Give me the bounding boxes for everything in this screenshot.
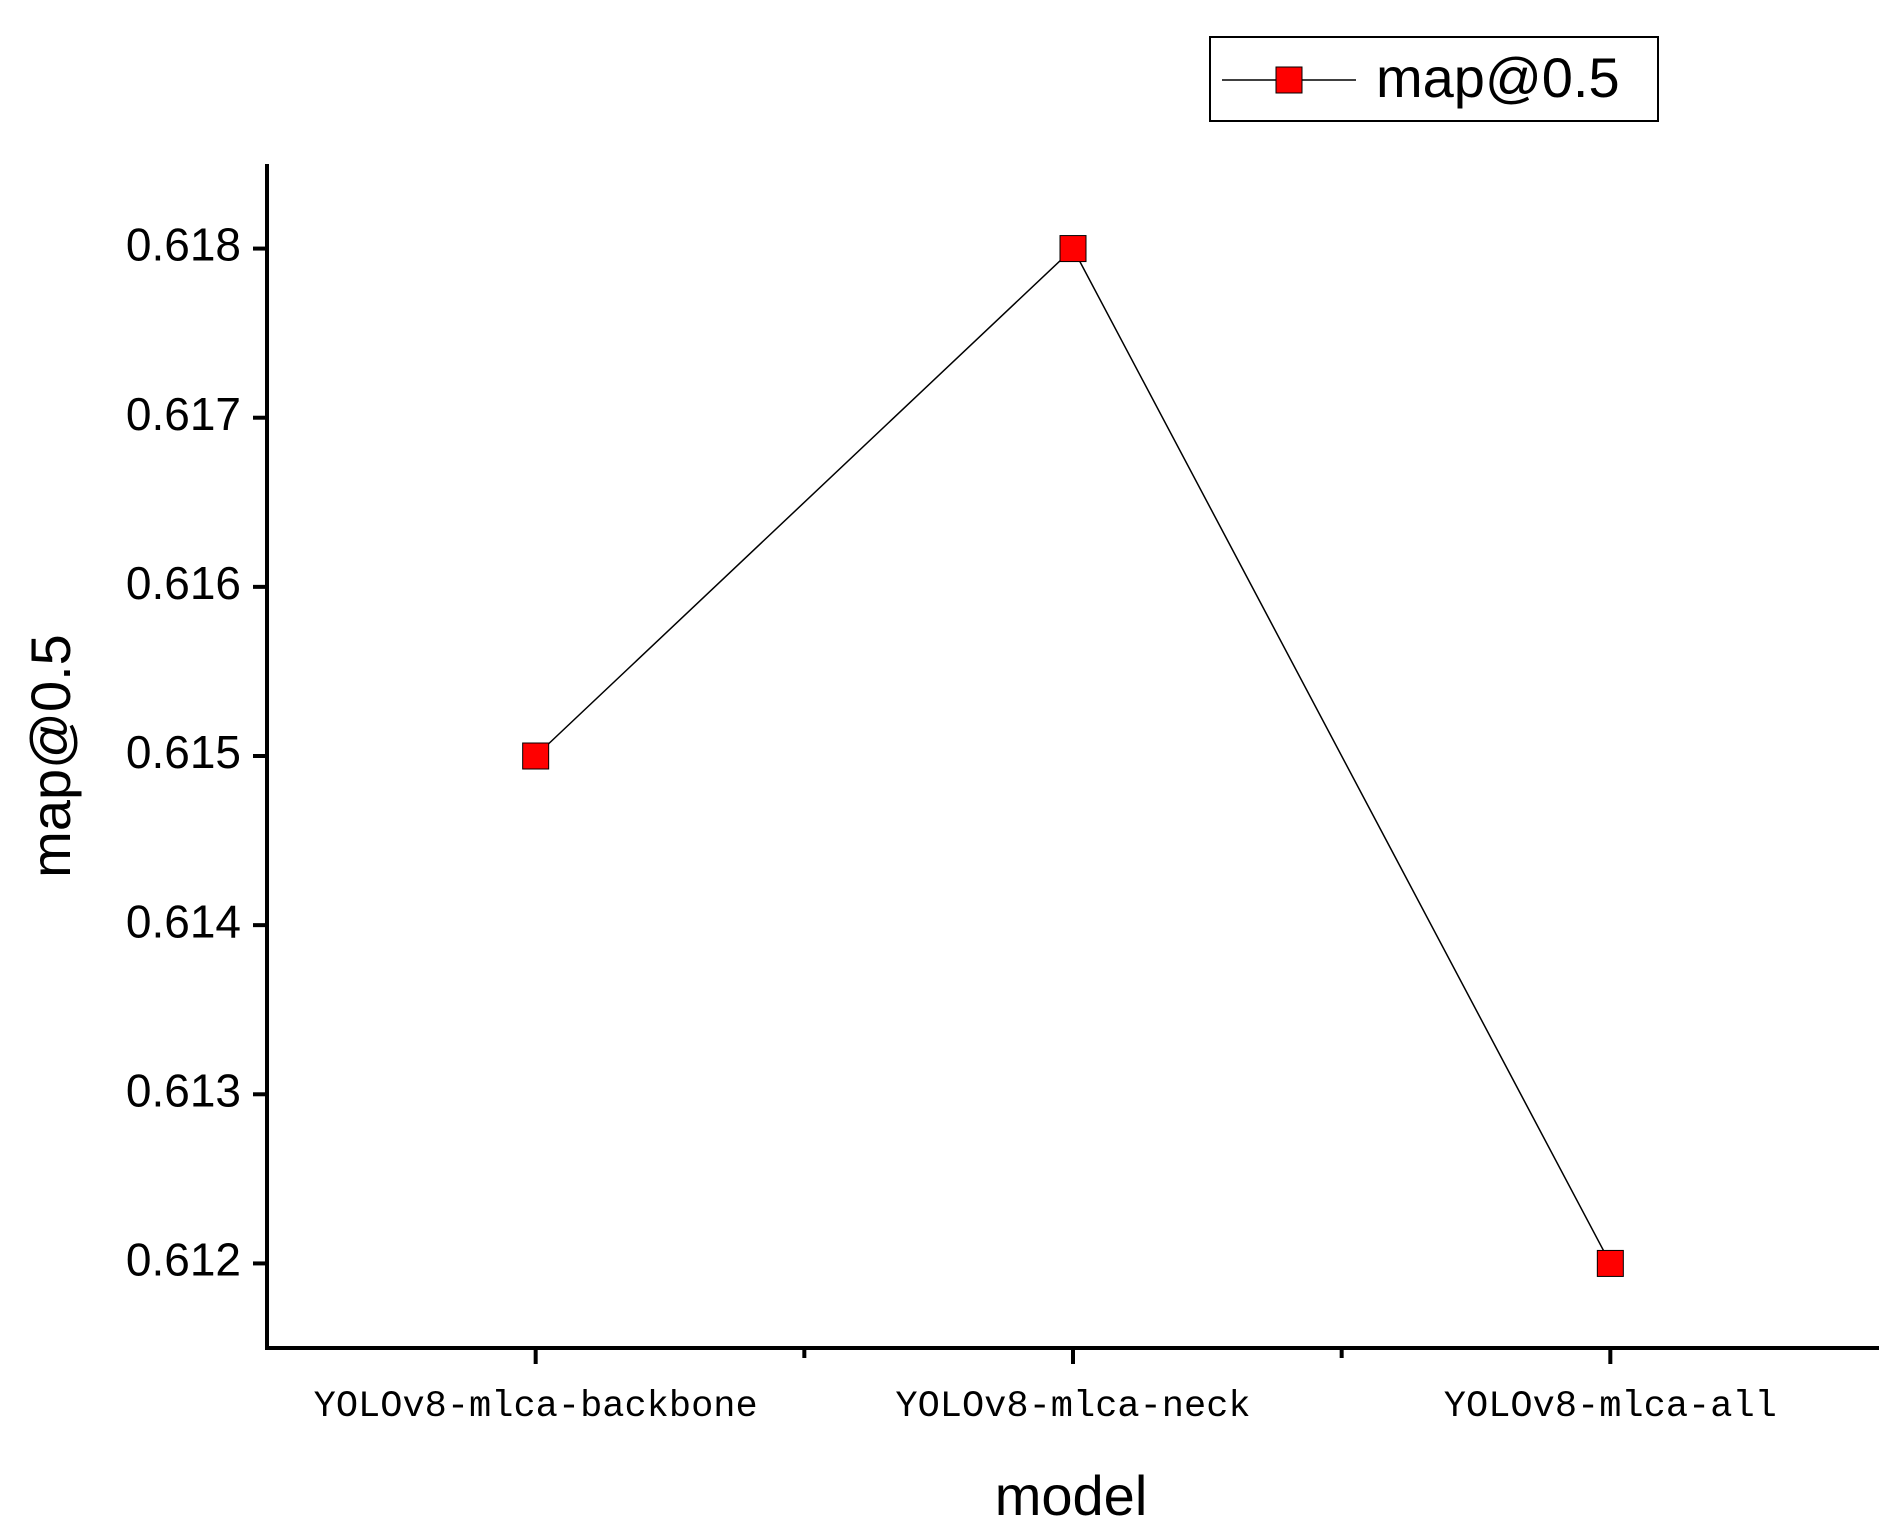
- x-tick-label: YOLOv8-mlca-neck: [895, 1386, 1250, 1428]
- y-axis-title: map@0.5: [19, 634, 82, 878]
- y-tick-label: 0.617: [126, 388, 241, 440]
- marker: [522, 742, 550, 770]
- x-axis-title: model: [995, 1464, 1148, 1527]
- series-line: [535, 247, 1611, 1264]
- y-tick-label: 0.615: [126, 726, 241, 778]
- y-tick-label: 0.612: [126, 1234, 241, 1286]
- y-tick-label: 0.614: [126, 895, 241, 947]
- x-tick-label: YOLOv8-mlca-all: [1444, 1386, 1777, 1428]
- y-tick-label: 0.613: [126, 1064, 241, 1116]
- legend-label: map@0.5: [1376, 46, 1620, 109]
- marker: [1059, 235, 1087, 263]
- marker: [1596, 1249, 1624, 1277]
- x-tick-label: YOLOv8-mlca-backbone: [314, 1386, 758, 1428]
- y-tick-label: 0.616: [126, 557, 241, 609]
- y-tick-label: 0.618: [126, 219, 241, 271]
- legend-marker: [1275, 66, 1303, 94]
